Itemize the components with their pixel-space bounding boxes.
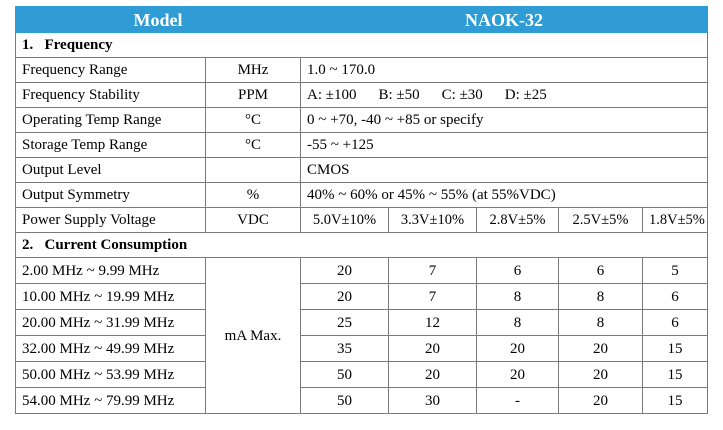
voltage-cell: 1.8V±5% (641, 207, 709, 233)
freq-range-cell: 50.00 MHz ~ 53.99 MHz (15, 361, 206, 388)
current-value: 20 (476, 361, 559, 388)
value-cell: CMOS (299, 157, 709, 183)
value-cell: -55 ~ +125 (299, 132, 709, 158)
current-value: 5 (641, 257, 709, 284)
current-unit-cell: mA Max. (205, 257, 301, 414)
table-row: Frequency Stability PPM A: ±100 B: ±50 C: … (15, 82, 709, 108)
table-row: Output Symmetry % 40% ~ 60% or 45% ~ 55%… (15, 182, 709, 208)
freq-range-cell: 20.00 MHz ~ 31.99 MHz (15, 309, 206, 336)
value-cell: 1.0 ~ 170.0 (299, 57, 709, 83)
freq-range-cell: 54.00 MHz ~ 79.99 MHz (15, 387, 206, 414)
table-row: Power Supply Voltage VDC 5.0V±10% 3.3V±1… (15, 207, 709, 233)
unit-cell (205, 157, 301, 183)
header-row: Model NAOK-32 (15, 6, 709, 33)
current-value: 15 (641, 387, 709, 414)
unit-cell: % (205, 182, 301, 208)
param-label: Storage Temp Range (15, 132, 206, 158)
current-value: 20 (558, 335, 643, 362)
current-value: 20 (388, 361, 477, 388)
voltage-cell: 3.3V±10% (388, 207, 477, 233)
value-cell: A: ±100 B: ±50 C: ±30 D: ±25 (299, 82, 709, 108)
unit-cell: PPM (205, 82, 301, 108)
table-row: 32.00 MHz ~ 49.99 MHz 35 20 20 20 15 (15, 335, 709, 362)
current-value: 20 (300, 283, 389, 310)
current-value: 7 (388, 283, 477, 310)
stability-grade: A: ±100 (307, 87, 357, 103)
current-value: 50 (300, 361, 389, 388)
table-row: 10.00 MHz ~ 19.99 MHz 20 7 8 8 6 (15, 283, 709, 310)
param-label: Output Symmetry (15, 182, 206, 208)
current-value: 20 (476, 335, 559, 362)
stability-grade: C: ±30 (441, 87, 483, 103)
current-value: 6 (476, 257, 559, 284)
param-label: Output Level (15, 157, 206, 183)
unit-cell: °C (205, 132, 301, 158)
value-cell: 40% ~ 60% or 45% ~ 55% (at 55%VDC) (299, 182, 709, 208)
freq-range-cell: 32.00 MHz ~ 49.99 MHz (15, 335, 206, 362)
spec-table: Model NAOK-32 1. Frequency Frequency Ran… (14, 6, 709, 414)
model-label: Model (15, 6, 301, 33)
table-row: Storage Temp Range °C -55 ~ +125 (15, 132, 709, 158)
table-row: Operating Temp Range °C 0 ~ +70, -40 ~ +… (15, 107, 709, 133)
current-value: 15 (641, 361, 709, 388)
unit-cell: °C (205, 107, 301, 133)
model-value: NAOK-32 (299, 6, 709, 33)
table-row: 2.00 MHz ~ 9.99 MHz mA Max. 20 7 6 6 5 (15, 257, 709, 414)
current-value: 6 (641, 309, 709, 336)
current-value: 7 (388, 257, 477, 284)
current-value: - (476, 387, 559, 414)
current-value: 50 (300, 387, 389, 414)
current-value: 35 (300, 335, 389, 362)
unit-cell: VDC (205, 207, 301, 233)
param-label: Frequency Range (15, 57, 206, 83)
table-row: Frequency Range MHz 1.0 ~ 170.0 (15, 57, 709, 83)
section-title-current: 2. Current Consumption (14, 232, 709, 258)
current-value: 20 (300, 257, 389, 284)
current-value: 15 (641, 335, 709, 362)
section-title-frequency: 1. Frequency (14, 32, 709, 58)
section-row: 1. Frequency (14, 32, 709, 58)
voltage-cell: 2.5V±5% (558, 207, 643, 233)
current-value: 8 (476, 283, 559, 310)
section-row: 2. Current Consumption (14, 232, 709, 258)
voltage-cell: 5.0V±10% (300, 207, 389, 233)
freq-range-cell: 2.00 MHz ~ 9.99 MHz (15, 257, 206, 284)
table-row: 20.00 MHz ~ 31.99 MHz 25 12 8 8 6 (15, 309, 709, 336)
table-row: Output Level CMOS (15, 157, 709, 183)
current-value: 8 (476, 309, 559, 336)
current-value: 6 (641, 283, 709, 310)
current-value: 12 (388, 309, 477, 336)
unit-cell: MHz (205, 57, 301, 83)
table-row: 54.00 MHz ~ 79.99 MHz 50 30 - 20 15 (15, 387, 709, 414)
current-value: 20 (388, 335, 477, 362)
freq-range-cell: 10.00 MHz ~ 19.99 MHz (15, 283, 206, 310)
stability-grade: B: ±50 (378, 87, 420, 103)
value-cell: 0 ~ +70, -40 ~ +85 or specify (299, 107, 709, 133)
stability-grade: D: ±25 (504, 87, 547, 103)
table-row: 50.00 MHz ~ 53.99 MHz 50 20 20 20 15 (15, 361, 709, 388)
param-label: Power Supply Voltage (15, 207, 206, 233)
current-value: 30 (388, 387, 477, 414)
current-value: 25 (300, 309, 389, 336)
current-value: 8 (558, 283, 643, 310)
current-value: 20 (558, 387, 643, 414)
voltage-cell: 2.8V±5% (476, 207, 559, 233)
param-label: Operating Temp Range (15, 107, 206, 133)
param-label: Frequency Stability (15, 82, 206, 108)
current-value: 6 (558, 257, 643, 284)
current-value: 20 (558, 361, 643, 388)
current-value: 8 (558, 309, 643, 336)
